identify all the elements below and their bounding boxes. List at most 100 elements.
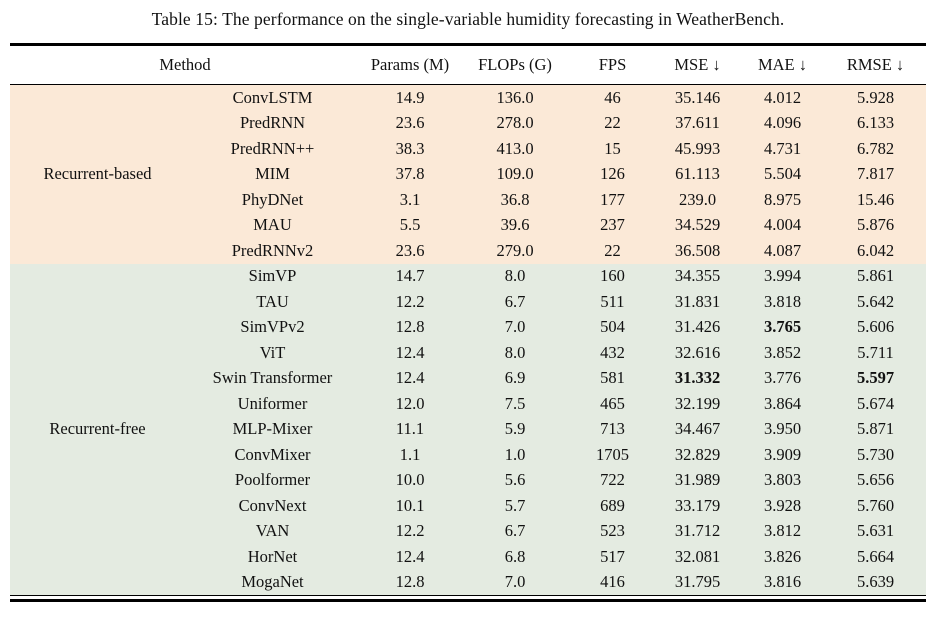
cell-mse: 32.081 bbox=[674, 546, 721, 566]
cell-mae: 3.803 bbox=[763, 470, 802, 490]
cell-method: PredRNN bbox=[239, 113, 306, 133]
cell-flops: 7.0 bbox=[504, 317, 526, 337]
cell-method: MIM bbox=[255, 164, 290, 184]
table-row: ViT 12.4 8.0 432 32.616 3.852 5.711 bbox=[185, 340, 926, 366]
cell-mae: 4.731 bbox=[763, 138, 802, 158]
table-row: Uniformer 12.0 7.5 465 32.199 3.864 5.674 bbox=[185, 391, 926, 417]
cell-flops: 6.9 bbox=[504, 368, 526, 388]
cell-method: SimVP bbox=[248, 266, 297, 286]
table-caption: Table 15: The performance on the single-… bbox=[151, 9, 785, 29]
cell-method: ConvNext bbox=[238, 495, 307, 515]
cell-mae: 4.087 bbox=[763, 240, 802, 260]
table-row: PhyDNet 3.1 36.8 177 239.0 8.975 15.46 bbox=[185, 187, 926, 213]
cell-flops: 36.8 bbox=[500, 189, 530, 209]
table-row: PredRNN 23.6 278.0 22 37.611 4.096 6.133 bbox=[185, 111, 926, 137]
cell-fps: 432 bbox=[600, 342, 625, 362]
cell-mse: 31.332 bbox=[674, 368, 721, 388]
cell-method: MAU bbox=[253, 215, 292, 235]
cell-mse: 33.179 bbox=[674, 495, 721, 515]
group-label: Recurrent-free bbox=[49, 419, 146, 439]
cell-mse: 31.795 bbox=[674, 572, 721, 592]
table-row: ConvMixer 1.1 1.0 1705 32.829 3.909 5.730 bbox=[185, 442, 926, 468]
cell-mae: 8.975 bbox=[763, 189, 802, 209]
cell-mae: 3.818 bbox=[763, 291, 802, 311]
cell-flops: 39.6 bbox=[500, 215, 530, 235]
cell-flops: 5.9 bbox=[504, 419, 526, 439]
cell-rmse: 5.711 bbox=[857, 342, 894, 362]
cell-fps: 689 bbox=[600, 495, 625, 515]
cell-params: 11.1 bbox=[395, 419, 425, 439]
cell-fps: 713 bbox=[600, 419, 625, 439]
cell-params: 37.8 bbox=[395, 164, 425, 184]
table-row: VAN 12.2 6.7 523 31.712 3.812 5.631 bbox=[185, 519, 926, 545]
cell-mse: 61.113 bbox=[675, 164, 720, 184]
cell-mse: 31.712 bbox=[674, 521, 721, 541]
cell-rmse: 6.133 bbox=[856, 113, 895, 133]
table-row: Poolformer 10.0 5.6 722 31.989 3.803 5.656 bbox=[185, 468, 926, 494]
table-row: ConvLSTM 14.9 136.0 46 35.146 4.012 5.928 bbox=[185, 85, 926, 111]
cell-mae: 3.776 bbox=[763, 368, 802, 388]
cell-rmse: 5.871 bbox=[856, 419, 895, 439]
cell-rmse: 7.817 bbox=[856, 164, 895, 184]
cell-method: PredRNNv2 bbox=[231, 240, 314, 260]
cell-params: 12.0 bbox=[395, 393, 425, 413]
cell-fps: 416 bbox=[600, 572, 625, 592]
table-row: MogaNet 12.8 7.0 416 31.795 3.816 5.639 bbox=[185, 570, 926, 596]
cell-method: ViT bbox=[259, 342, 286, 362]
cell-rmse: 6.042 bbox=[856, 240, 895, 260]
cell-params: 12.4 bbox=[395, 342, 425, 362]
cell-mae: 3.812 bbox=[763, 521, 802, 541]
table-row: MAU 5.5 39.6 237 34.529 4.004 5.876 bbox=[185, 213, 926, 239]
cell-rmse: 15.46 bbox=[856, 189, 895, 209]
cell-fps: 511 bbox=[600, 291, 625, 311]
cell-rmse: 5.730 bbox=[856, 444, 895, 464]
cell-fps: 126 bbox=[600, 164, 625, 184]
cell-mse: 32.616 bbox=[674, 342, 721, 362]
cell-fps: 523 bbox=[600, 521, 625, 541]
method-group: Recurrent-based ConvLSTM 14.9 136.0 46 35.146… bbox=[10, 85, 926, 264]
cell-mse: 31.989 bbox=[674, 470, 721, 490]
cell-method: VAN bbox=[255, 521, 290, 541]
cell-fps: 177 bbox=[600, 189, 625, 209]
cell-method: Swin Transformer bbox=[212, 368, 333, 388]
cell-fps: 504 bbox=[600, 317, 625, 337]
cell-method: Poolformer bbox=[234, 470, 311, 490]
cell-mae: 3.950 bbox=[763, 419, 802, 439]
cell-flops: 8.0 bbox=[504, 342, 526, 362]
col-header-params: Params (M) bbox=[370, 55, 450, 74]
cell-params: 5.5 bbox=[399, 215, 421, 235]
cell-rmse: 5.642 bbox=[856, 291, 895, 311]
cell-params: 12.8 bbox=[395, 317, 425, 337]
cell-fps: 160 bbox=[600, 266, 625, 286]
top-rule bbox=[10, 43, 926, 46]
cell-rmse: 5.760 bbox=[856, 495, 895, 515]
cell-mse: 35.146 bbox=[674, 87, 721, 107]
cell-mae: 4.004 bbox=[763, 215, 802, 235]
cell-fps: 237 bbox=[600, 215, 625, 235]
cell-rmse: 5.597 bbox=[856, 368, 895, 388]
cell-params: 12.4 bbox=[395, 546, 425, 566]
cell-flops: 6.8 bbox=[504, 546, 526, 566]
cell-fps: 581 bbox=[600, 368, 625, 388]
cell-params: 12.2 bbox=[395, 521, 425, 541]
method-group: Recurrent-free SimVP 14.7 8.0 160 34.355 3.994… bbox=[10, 263, 926, 596]
cell-method: ConvLSTM bbox=[232, 87, 313, 107]
cell-params: 3.1 bbox=[399, 189, 421, 209]
cell-mse: 32.199 bbox=[674, 393, 721, 413]
cell-mae: 5.504 bbox=[763, 164, 802, 184]
col-header-fps: FPS bbox=[598, 55, 627, 74]
cell-method: PredRNN++ bbox=[230, 138, 315, 158]
page: Table 15: The performance on the single-… bbox=[10, 9, 926, 602]
table-row: SimVPv2 12.8 7.0 504 31.426 3.765 5.606 bbox=[185, 315, 926, 341]
cell-flops: 136.0 bbox=[496, 87, 534, 107]
cell-params: 1.1 bbox=[399, 444, 421, 464]
cell-params: 10.0 bbox=[395, 470, 425, 490]
cell-flops: 278.0 bbox=[496, 113, 534, 133]
cell-mae: 4.096 bbox=[763, 113, 802, 133]
cell-mae: 3.928 bbox=[763, 495, 802, 515]
cell-rmse: 5.664 bbox=[856, 546, 895, 566]
group-label: Recurrent-based bbox=[43, 164, 152, 184]
cell-method: HorNet bbox=[247, 546, 298, 566]
cell-method: ConvMixer bbox=[234, 444, 311, 464]
cell-mae: 3.852 bbox=[763, 342, 802, 362]
